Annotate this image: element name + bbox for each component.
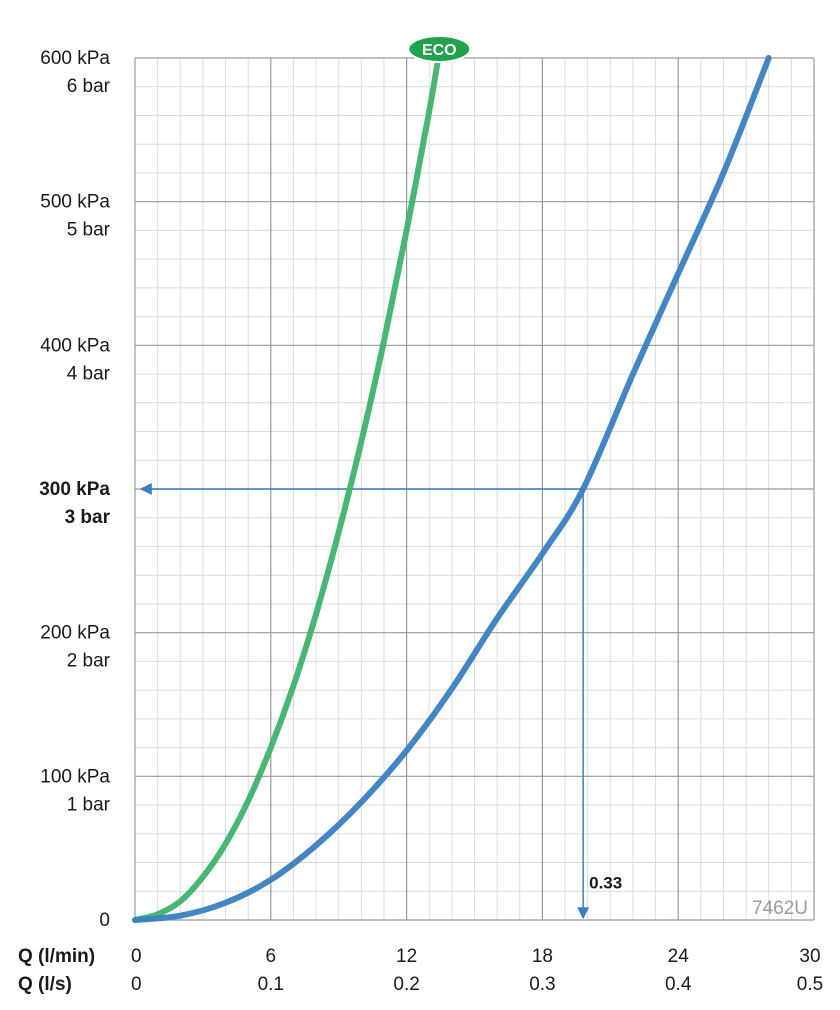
series-line-standard	[132, 55, 772, 923]
eco-badge: ECO	[407, 35, 472, 63]
y-tick-label-kpa: 500 kPa	[40, 192, 110, 213]
y-tick-label-kpa: 400 kPa	[40, 335, 110, 356]
y-tick-label-kpa: 300 kPa	[39, 479, 110, 500]
reference-lines	[139, 483, 590, 920]
eco-badge-text: ECO	[422, 42, 457, 59]
y-tick-label-bar: 6 bar	[67, 76, 111, 97]
y-tick-label-bar: 3 bar	[65, 507, 111, 528]
y-tick-label-kpa: 0	[99, 910, 110, 931]
reference-flow-label: 0.33	[589, 873, 622, 892]
y-tick-label-bar: 5 bar	[67, 220, 111, 241]
x-tick-label-lmin: 12	[396, 946, 417, 967]
x-axis-tick-labels: Q (l/min) Q (l/s) 0 0 6 0.1 12 0.2 18 0.3 24 0.4 3…	[18, 946, 823, 995]
y-axis-tick-labels: 0 100 kPa 1 bar 200 kPa 2 bar 300 kPa 3 bar 400…	[39, 48, 110, 931]
x-tick-label-ls: 0.5	[797, 974, 823, 995]
x-tick-label-ls: 0.4	[665, 974, 692, 995]
x-axis-primary-name: Q (l/min)	[18, 946, 95, 967]
x-tick-label-lmin: 30	[799, 946, 820, 967]
x-axis-secondary-name: Q (l/s)	[18, 974, 72, 995]
x-tick-label-ls: 0.2	[393, 974, 419, 995]
x-tick-label-ls: 0.3	[529, 974, 555, 995]
model-code-label: 7462U	[752, 898, 808, 919]
series-line-eco	[132, 55, 442, 923]
y-tick-label-bar: 2 bar	[67, 651, 111, 672]
x-tick-label-ls: 0.1	[258, 974, 284, 995]
x-tick-label-lmin: 24	[668, 946, 690, 967]
x-tick-label-lmin: 6	[266, 946, 277, 967]
y-tick-label-bar: 4 bar	[67, 363, 111, 384]
y-tick-label-kpa: 200 kPa	[40, 623, 110, 644]
y-tick-label-kpa: 100 kPa	[40, 766, 110, 787]
y-tick-label-kpa: 600 kPa	[40, 48, 110, 69]
y-tick-label-bar: 1 bar	[67, 794, 111, 815]
x-tick-label-lmin: 0	[131, 946, 142, 967]
eco-badge-shape	[407, 35, 472, 63]
x-tick-label-lmin: 18	[532, 946, 553, 967]
series-lines	[132, 55, 772, 923]
x-tick-label-ls: 0	[131, 974, 142, 995]
